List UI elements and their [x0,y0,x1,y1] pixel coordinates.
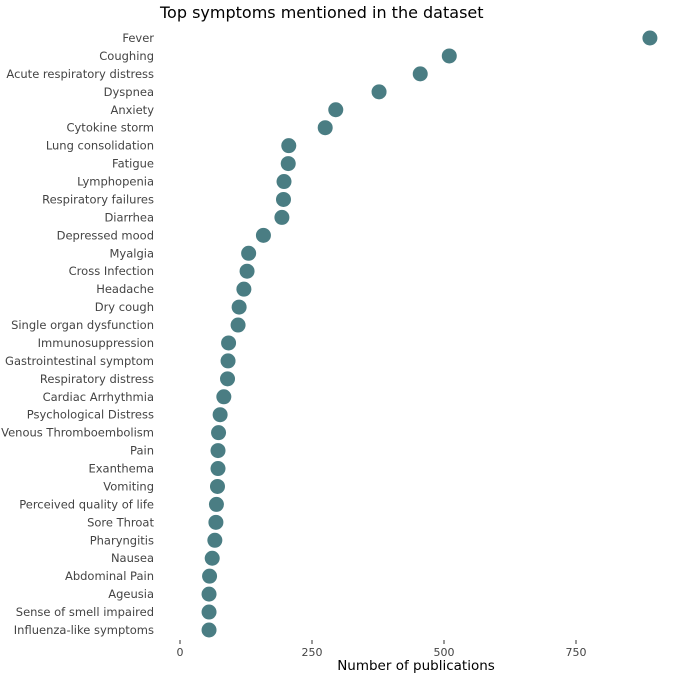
data-point [221,335,237,351]
y-tick-label: Fever [122,31,154,45]
y-tick-label: Fatigue [112,157,154,171]
y-tick-label: Venous Thromboembolism [1,426,154,440]
chart-title: Top symptoms mentioned in the dataset [159,3,484,22]
y-tick-label: Gastrointestinal symptom [5,354,154,368]
data-point [441,48,457,64]
y-tick-label: Single organ dysfunction [11,318,154,332]
data-point [230,317,246,333]
y-tick-label: Cross Infection [69,264,154,278]
data-point [642,30,658,46]
data-point [210,443,226,459]
y-tick-label: Pharyngitis [90,533,154,547]
data-point [317,120,333,136]
y-tick-label: Cardiac Arrhythmia [43,390,154,404]
data-point [274,209,290,225]
data-point [216,389,232,405]
y-tick-label: Acute respiratory distress [6,67,154,81]
data-point [202,568,218,584]
x-axis: 0 250 500 750 [177,640,587,659]
y-tick-label: Psychological Distress [27,408,154,422]
data-point [328,102,344,118]
data-point [209,478,225,494]
x-tick-label: 500 [434,646,455,659]
y-tick-label: Respiratory distress [40,372,154,386]
y-tick-label: Coughing [99,49,154,63]
y-tick-label: Lung consolidation [46,139,154,153]
data-point [211,425,227,441]
y-tick-label: Nausea [111,551,154,565]
y-tick-label: Vomiting [103,479,154,493]
data-point [255,227,271,243]
x-tick-label: 750 [566,646,587,659]
data-point [204,550,220,566]
data-point [208,496,224,512]
data-point [201,622,217,638]
data-point [236,281,252,297]
y-tick-label: Respiratory failures [42,192,154,206]
data-point [276,174,292,190]
y-tick-label: Sense of smell impaired [16,605,154,619]
data-point [201,604,217,620]
data-point [208,514,224,530]
y-tick-label: Dry cough [95,300,154,314]
data-point [371,84,387,100]
y-tick-label: Headache [96,282,154,296]
y-tick-label: Abdominal Pain [65,569,154,583]
data-point [210,461,226,477]
data-point [212,407,228,423]
y-tick-label: Immunosuppression [38,336,154,350]
x-tick-label: 0 [177,646,184,659]
y-tick-label: Cytokine storm [66,121,154,135]
x-axis-label: Number of publications [337,658,495,674]
y-tick-label: Myalgia [109,246,154,260]
y-tick-label: Sore Throat [87,515,154,529]
y-tick-label: Ageusia [108,587,154,601]
y-tick-label: Lymphopenia [77,175,154,189]
y-tick-label: Dyspnea [104,85,154,99]
y-tick-label: Anxiety [110,103,154,117]
data-point [207,532,223,548]
data-point [220,371,236,387]
data-point [275,191,291,207]
data-point [201,586,217,602]
y-tick-label: Exanthema [88,462,154,476]
data-point [231,299,247,315]
data-point [280,156,296,172]
data-point [412,66,428,82]
y-tick-label: Pain [130,444,154,458]
data-point [281,138,297,154]
data-point [239,263,255,279]
y-tick-label: Perceived quality of life [19,497,154,511]
y-tick-label: Diarrhea [104,210,154,224]
data-point [241,245,257,261]
y-tick-label: Depressed mood [57,228,154,242]
y-axis-labels: Fever Coughing Acute respiratory distress D… [1,31,154,637]
data-points [201,30,658,638]
y-tick-label: Influenza-like symptoms [14,623,154,637]
data-point [220,353,236,369]
x-tick-label: 250 [302,646,323,659]
